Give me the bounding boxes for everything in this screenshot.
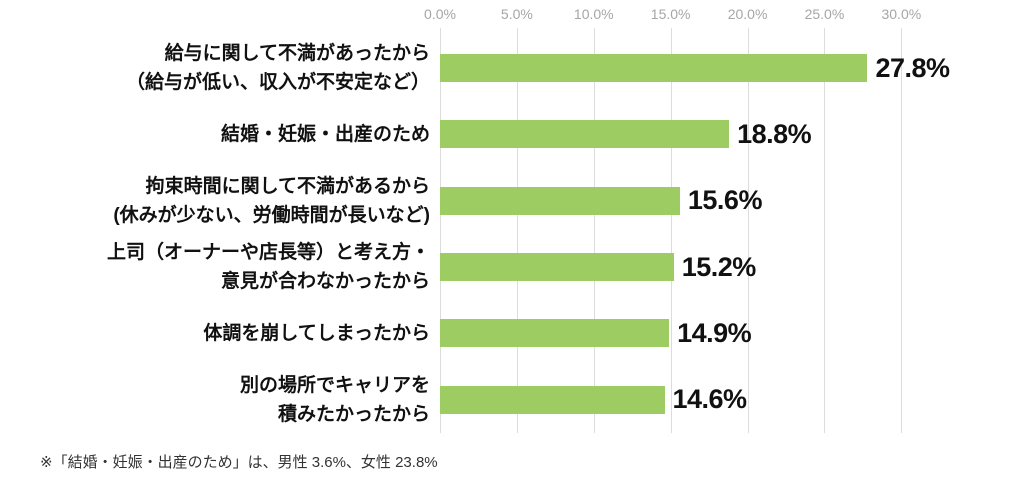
gridline bbox=[593, 28, 595, 433]
bar-row: 体調を崩してしまったから 14.9% bbox=[0, 300, 1024, 366]
category-label: 結婚・妊娠・出産のため bbox=[220, 123, 430, 145]
x-axis-tick-label: 15.0% bbox=[650, 6, 691, 22]
bar-row: 結婚・妊娠・出産のため 18.8% bbox=[0, 101, 1024, 167]
bar-row: 上司（オーナーや店長等）と考え方・ 意見が合わなかったから 15.2% bbox=[0, 234, 1024, 300]
gridline bbox=[670, 28, 672, 433]
plot-gridlines bbox=[440, 28, 903, 433]
value-label: 27.8% bbox=[875, 52, 950, 83]
x-axis-tick-label: 10.0% bbox=[573, 6, 614, 22]
bar-track: 14.9% bbox=[440, 300, 1024, 366]
bar bbox=[440, 385, 665, 414]
bar-track: 27.8% bbox=[440, 35, 1024, 101]
bar bbox=[440, 186, 680, 215]
category-label: 上司（オーナーや店長等）と考え方・ 意見が合わなかったから bbox=[106, 242, 430, 293]
bar-row: 拘束時間に関して不満があるから (休みが少ない、労働時間が長いなど) 15.6% bbox=[0, 168, 1024, 234]
x-axis-tick-label: 5.0% bbox=[500, 6, 533, 22]
gridline bbox=[824, 28, 826, 433]
category-label: 体調を崩してしまったから bbox=[203, 322, 430, 344]
x-axis-tick-label: 0.0% bbox=[424, 6, 456, 22]
bar bbox=[440, 120, 730, 149]
bar-track: 14.6% bbox=[440, 367, 1024, 433]
value-label: 14.9% bbox=[677, 317, 752, 348]
x-axis: 0.0% 5.0% 10.0% 15.0% 20.0% 25.0% 30.0% bbox=[424, 6, 921, 24]
x-axis-tick-label: 25.0% bbox=[804, 6, 845, 22]
bar-row: 給与に関して不満があったから （給与が低い、収入が不安定など） 27.8% bbox=[0, 35, 1024, 101]
x-axis-tick-label: 30.0% bbox=[881, 6, 922, 22]
footnote: ※「結婚・妊娠・出産のため」は、男性 3.6%、女性 23.8% bbox=[40, 454, 438, 471]
bar-track: 15.2% bbox=[440, 234, 1024, 300]
gridline bbox=[516, 28, 518, 433]
category-label: 別の場所でキャリアを 積みたかったから bbox=[239, 374, 430, 425]
value-label: 15.6% bbox=[687, 185, 763, 216]
gridline bbox=[747, 28, 749, 433]
bar bbox=[440, 253, 674, 282]
value-label: 15.2% bbox=[681, 251, 757, 282]
value-label: 14.6% bbox=[672, 384, 748, 415]
gridline bbox=[901, 28, 903, 433]
bar-track: 18.8% bbox=[440, 101, 1024, 167]
bar-row: 別の場所でキャリアを 積みたかったから 14.6% bbox=[0, 367, 1024, 433]
category-label: 拘束時間に関して不満があるから (休みが少ない、労働時間が長いなど) bbox=[113, 175, 430, 226]
bar bbox=[440, 54, 868, 83]
category-label: 給与に関して不満があったから （給与が低い、収入が不安定など） bbox=[125, 43, 430, 94]
value-label: 18.8% bbox=[737, 118, 812, 149]
bar-track: 15.6% bbox=[440, 168, 1024, 234]
gridline bbox=[440, 28, 441, 433]
bar bbox=[440, 319, 670, 348]
bar-rows: 給与に関して不満があったから （給与が低い、収入が不安定など） 27.8% 結婚・妊娠… bbox=[0, 35, 1024, 433]
x-axis-tick-label: 20.0% bbox=[727, 6, 768, 22]
